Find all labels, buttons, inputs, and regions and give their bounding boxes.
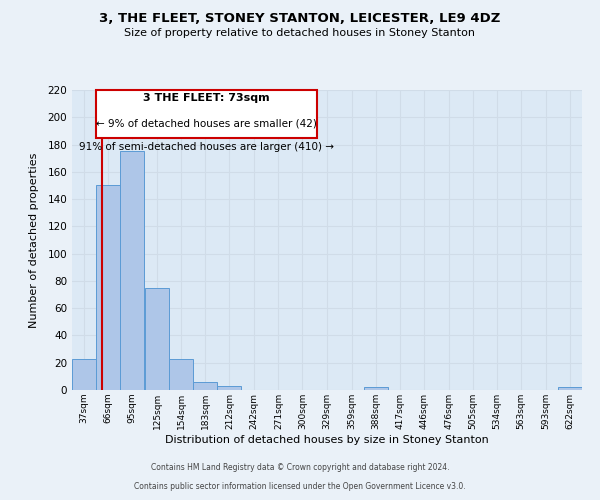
Text: Contains public sector information licensed under the Open Government Licence v3: Contains public sector information licen…: [134, 482, 466, 491]
Text: Size of property relative to detached houses in Stoney Stanton: Size of property relative to detached ho…: [125, 28, 476, 38]
Y-axis label: Number of detached properties: Number of detached properties: [29, 152, 39, 328]
Bar: [193, 382, 217, 390]
Bar: [169, 358, 193, 390]
Text: 3, THE FLEET, STONEY STANTON, LEICESTER, LE9 4DZ: 3, THE FLEET, STONEY STANTON, LEICESTER,…: [100, 12, 500, 26]
Text: ← 9% of detached houses are smaller (42): ← 9% of detached houses are smaller (42): [96, 118, 317, 128]
Text: 91% of semi-detached houses are larger (410) →: 91% of semi-detached houses are larger (…: [79, 142, 334, 152]
Bar: [364, 388, 388, 390]
Bar: [145, 288, 169, 390]
FancyBboxPatch shape: [96, 90, 317, 138]
Bar: [72, 358, 96, 390]
Bar: [120, 152, 144, 390]
Bar: [558, 388, 582, 390]
Text: Contains HM Land Registry data © Crown copyright and database right 2024.: Contains HM Land Registry data © Crown c…: [151, 464, 449, 472]
Bar: [96, 186, 120, 390]
Bar: [217, 386, 241, 390]
Text: 3 THE FLEET: 73sqm: 3 THE FLEET: 73sqm: [143, 93, 270, 103]
X-axis label: Distribution of detached houses by size in Stoney Stanton: Distribution of detached houses by size …: [165, 434, 489, 444]
